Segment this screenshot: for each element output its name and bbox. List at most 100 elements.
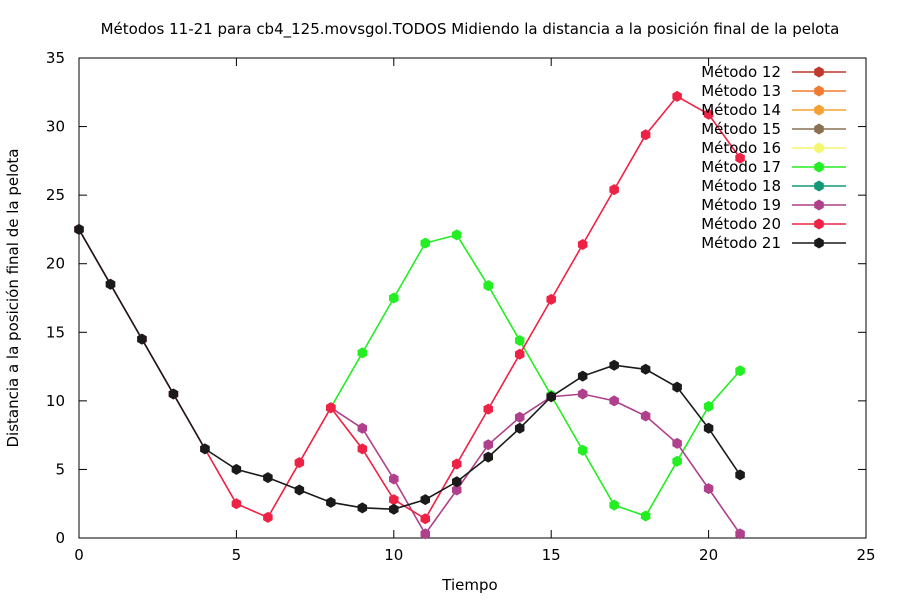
data-point [640,410,651,422]
data-point [483,451,493,463]
legend-label: Método 20 [701,215,781,233]
data-point [577,239,588,251]
data-point [357,502,368,514]
series-line [78,95,741,520]
x-tick-label: 25 [856,546,875,564]
legend-marker [814,218,824,230]
series-line [330,393,741,536]
data-point [389,292,399,304]
data-point [357,347,368,359]
legend-marker [814,199,824,211]
series-line [78,229,741,511]
data-point [452,229,462,241]
y-tick-label: 25 [46,186,65,204]
legend-item: Método 16 [701,139,846,157]
data-point [294,484,305,496]
data-point [640,129,651,141]
chart-title: Métodos 11-21 para cb4_125.movsgol.TODOS… [101,20,840,39]
plot-frame [78,57,867,539]
data-point [263,511,273,523]
data-point [105,278,116,290]
data-point [735,365,745,377]
legend-label: Método 18 [701,177,781,195]
data-point [231,463,242,475]
data-point [389,503,399,515]
data-point [420,513,431,525]
legend-label: Método 16 [701,139,781,157]
legend-item: Método 20 [701,215,846,233]
data-point [735,528,745,540]
data-point [389,494,399,506]
y-tick-label: 10 [46,392,65,410]
data-point [168,388,179,400]
x-tick-label: 20 [699,546,718,564]
data-point [452,484,462,496]
legend-label: Método 12 [701,63,781,81]
data-point [735,469,745,481]
axis-ticks: 0 5 10 15 20 25 0 5 10 15 20 25 30 35 [46,49,876,564]
data-point [546,391,556,403]
data-point [420,237,431,249]
data-point [703,400,714,412]
data-point [514,422,525,434]
data-point [640,363,651,375]
legend-marker [814,104,824,116]
data-point [609,499,619,511]
data-point [326,402,336,414]
legend-marker [814,180,824,192]
data-point [577,388,588,400]
y-tick-label: 20 [46,255,65,273]
series-line [330,233,741,518]
series-layer [74,90,745,540]
y-tick-label: 30 [46,118,65,136]
data-point [672,455,682,467]
y-tick-label: 0 [55,529,65,547]
legend-item: Método 17 [701,158,846,176]
series-m-todo-17 [326,229,745,522]
legend-label: Método 17 [701,158,781,176]
legend-marker [814,237,824,249]
data-point [357,422,368,434]
data-point [672,90,682,102]
x-tick-label: 5 [232,546,242,564]
legend-item: Método 12 [701,63,846,81]
legend-marker [814,142,824,154]
data-point [483,439,493,451]
legend-label: Método 15 [701,120,781,138]
data-point [640,510,651,522]
data-point [609,184,619,196]
data-point [609,395,619,407]
data-point [514,348,525,360]
data-point [735,152,745,164]
data-point [672,381,682,393]
x-tick-label: 0 [74,546,84,564]
y-tick-label: 15 [46,323,65,341]
data-point [263,472,273,484]
data-point [452,476,462,488]
data-point [703,483,714,495]
data-point [420,494,431,506]
data-point [672,437,682,449]
legend-item: Método 13 [701,82,846,100]
legend-item: Método 18 [701,177,846,195]
data-point [546,293,556,305]
x-tick-label: 10 [384,546,403,564]
data-point [200,443,210,455]
legend-item: Método 21 [701,234,846,252]
series-m-todo-21 [74,223,745,515]
data-point [483,280,493,292]
legend-item: Método 19 [701,196,846,214]
legend-item: Método 14 [701,101,846,119]
series-m-todo-19 [326,388,745,540]
legend-marker [814,85,824,97]
x-axis-label: Tiempo [441,576,497,594]
legend-marker [814,123,824,135]
y-tick-label: 5 [55,460,65,478]
legend-marker [814,66,824,78]
legend-label: Método 13 [701,82,781,100]
data-point [577,444,588,456]
series-m-todo-20 [74,90,745,525]
data-point [483,403,493,415]
